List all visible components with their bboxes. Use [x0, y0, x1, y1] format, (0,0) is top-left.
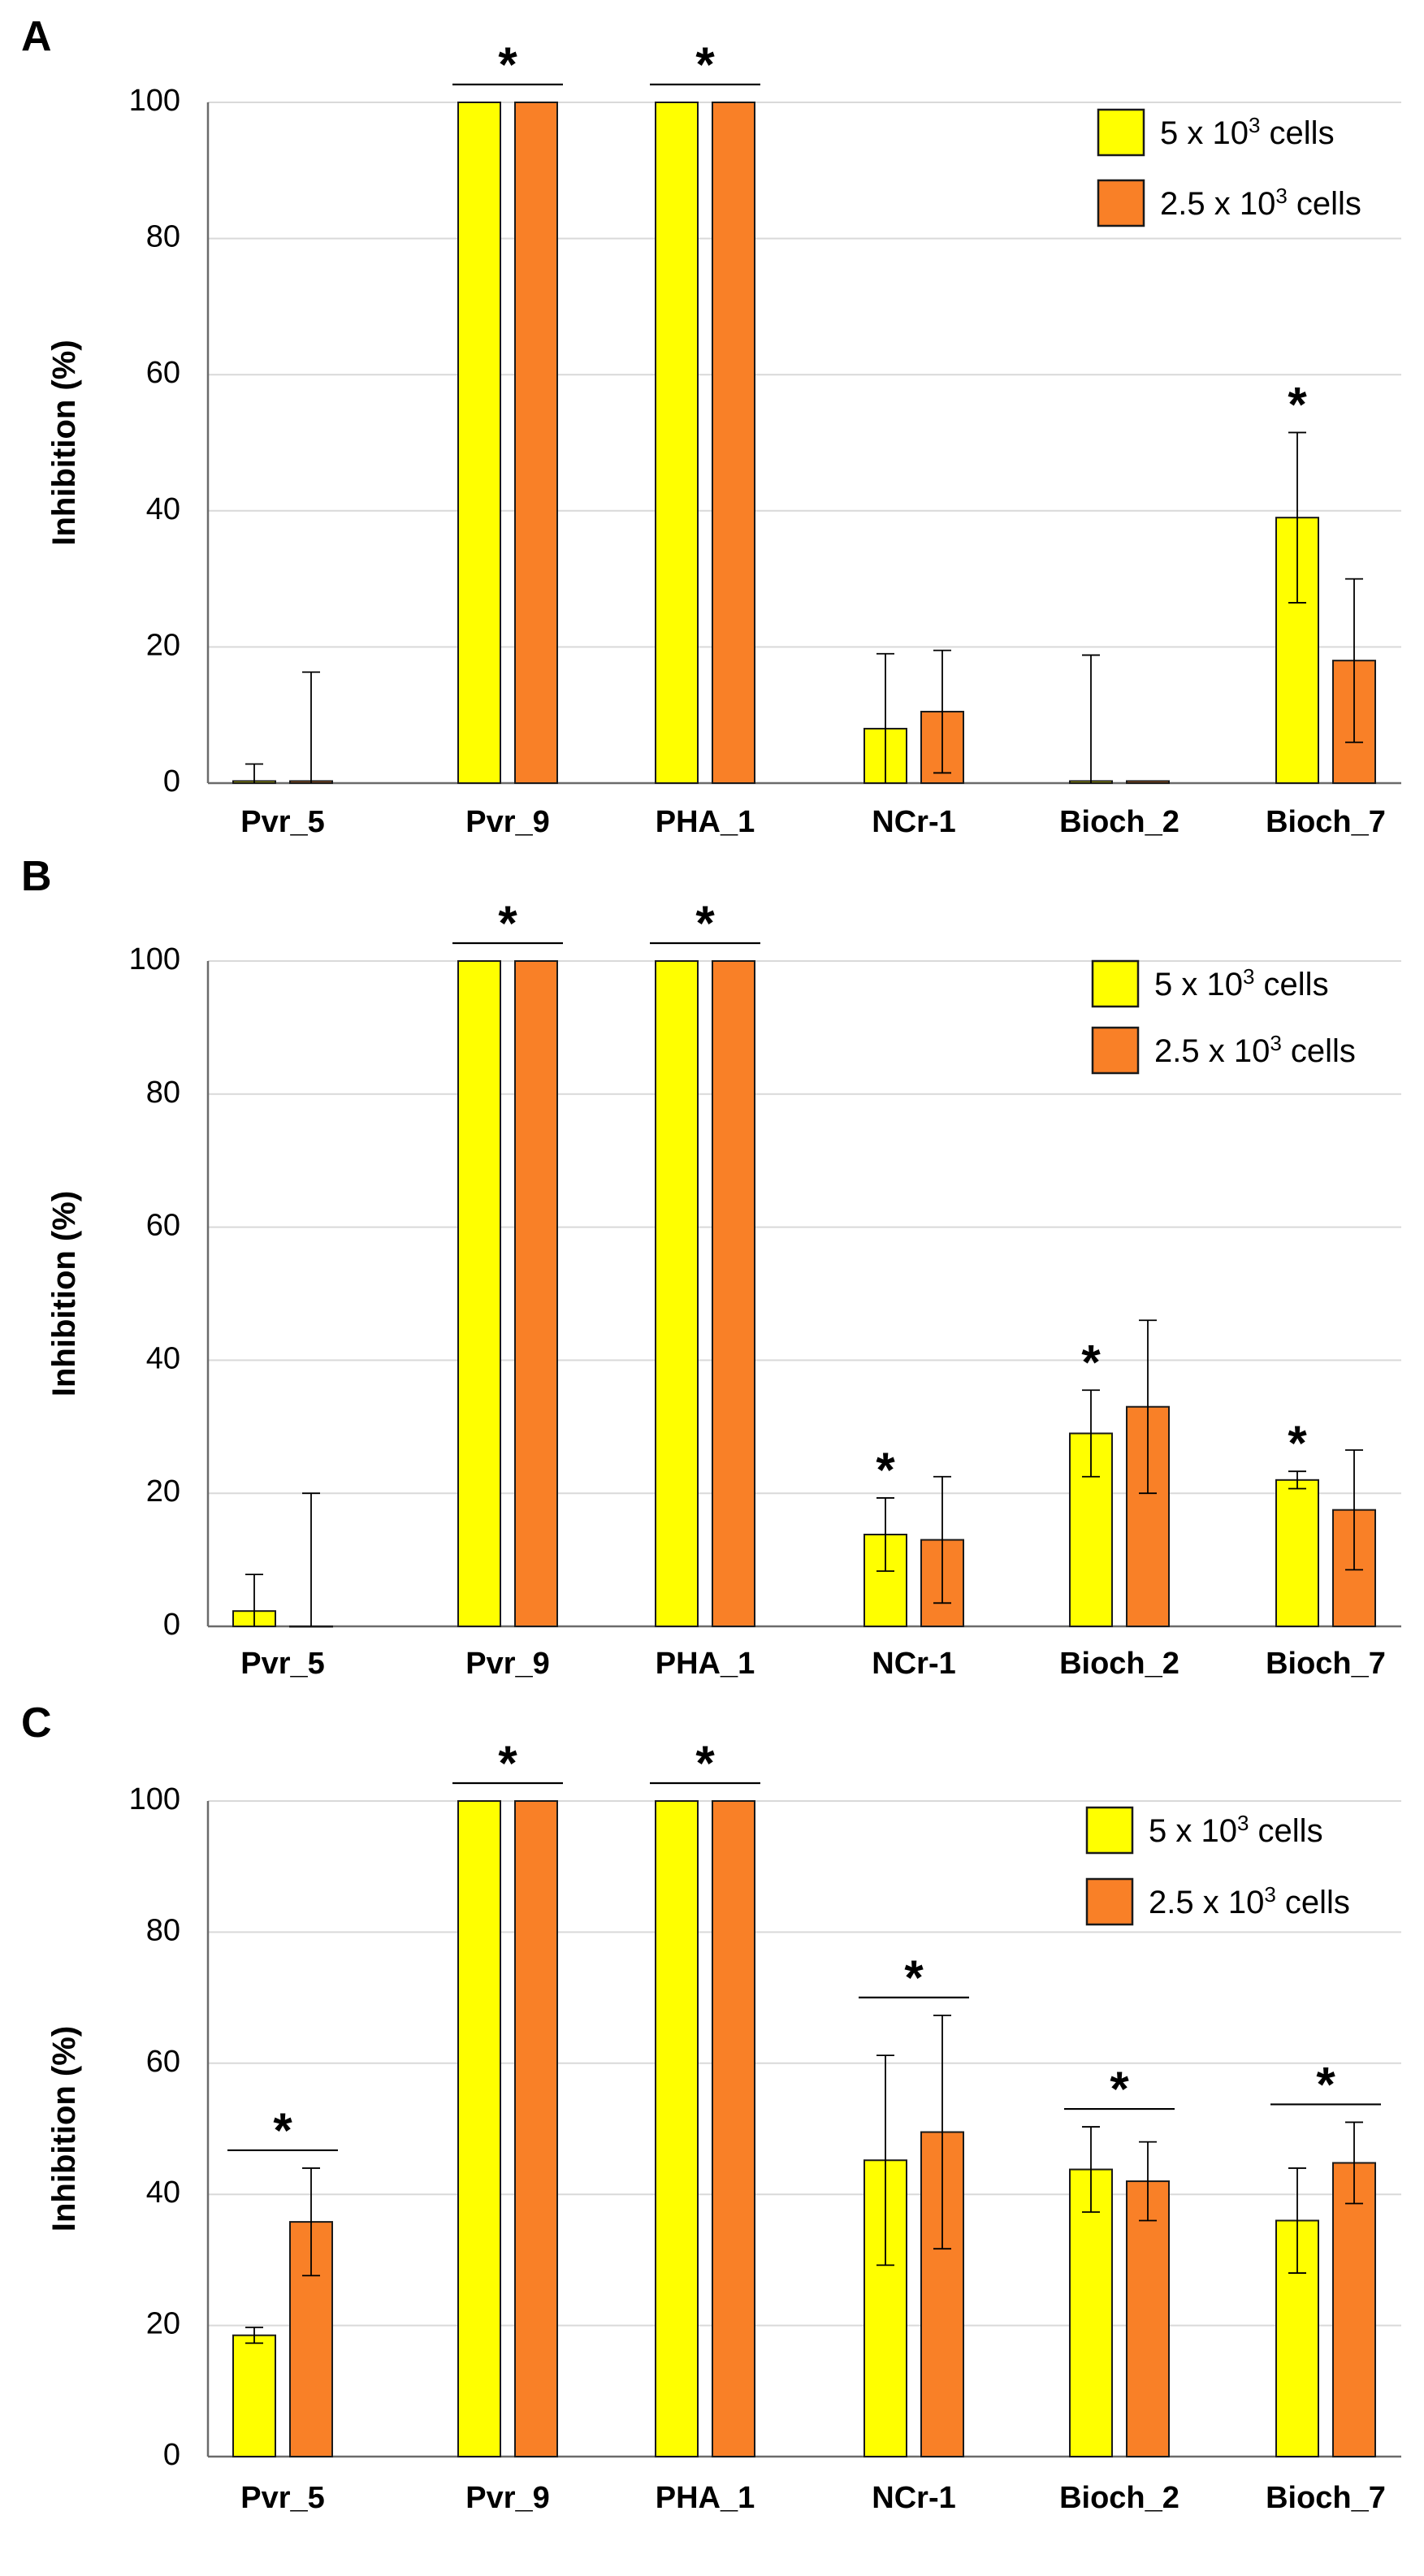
bar: [232, 2334, 276, 2458]
y-tick-label: 0: [163, 2438, 180, 2472]
x-tick-label: Bioch_7: [1266, 805, 1386, 839]
x-tick-label: Bioch_2: [1059, 1647, 1179, 1681]
legend-swatch: [1091, 1026, 1140, 1075]
legend-swatch: [1097, 179, 1145, 227]
y-tick-label: 80: [146, 1913, 180, 1947]
y-tick-label: 100: [129, 84, 180, 118]
legend: 5 x 103 cells 2.5 x 103 cells: [1085, 1806, 1350, 1926]
bar: [655, 1800, 699, 2457]
significance-star: *: [1288, 377, 1307, 431]
y-tick-label: 20: [146, 1474, 180, 1509]
y-tick-label: 0: [163, 764, 180, 799]
significance-star: *: [876, 1443, 895, 1497]
legend-label: 5 x 103 cells: [1160, 113, 1335, 151]
legend-label: 5 x 103 cells: [1149, 1811, 1323, 1849]
legend-label: 5 x 103 cells: [1154, 964, 1329, 1002]
x-tick-label: NCr-1: [872, 805, 955, 839]
legend: 5 x 103 cells 2.5 x 103 cells: [1097, 108, 1361, 227]
bar: [289, 1626, 333, 1628]
significance-star: *: [1316, 2057, 1335, 2111]
y-tick-label: 40: [146, 2176, 180, 2210]
x-tick-label: Pvr_5: [240, 805, 325, 839]
y-tick-label: 100: [129, 1782, 180, 1816]
bar: [514, 1800, 558, 2457]
significance-star: *: [904, 1950, 924, 2005]
x-tick-label: Pvr_9: [465, 1647, 550, 1681]
y-axis-label: Inhibition (%): [46, 1191, 82, 1396]
significance-star: *: [498, 37, 517, 92]
bar: [1332, 2162, 1376, 2458]
panel-letter: B: [21, 853, 52, 900]
bar: [712, 102, 755, 784]
significance-star: *: [498, 1736, 517, 1790]
legend-swatch: [1085, 1877, 1134, 1926]
y-tick-label: 40: [146, 492, 180, 526]
panel-letter: C: [21, 1699, 52, 1747]
significance-star: *: [273, 2103, 292, 2158]
bar: [1126, 780, 1170, 785]
bar: [655, 960, 699, 1627]
legend-swatch: [1091, 959, 1140, 1008]
legend-label: 2.5 x 103 cells: [1154, 1031, 1356, 1069]
significance-star: *: [1081, 1335, 1101, 1389]
y-tick-label: 80: [146, 220, 180, 254]
x-tick-label: Bioch_2: [1059, 805, 1179, 839]
bar: [712, 1800, 755, 2457]
chart-panel-a: A 0 20 40 60 80 100 Inhibition (%) Pvr_5 Pvr_9 PHA…: [21, 13, 1401, 839]
x-tick-label: Bioch_7: [1266, 1647, 1386, 1681]
x-tick-label: Bioch_2: [1059, 2481, 1179, 2515]
legend: 5 x 103 cells 2.5 x 103 cells: [1091, 959, 1356, 1075]
bar: [457, 102, 501, 784]
x-tick-label: PHA_1: [656, 2481, 755, 2515]
bar: [514, 960, 558, 1627]
significance-star: *: [695, 1736, 715, 1790]
y-tick-label: 60: [146, 2045, 180, 2079]
legend-label: 2.5 x 103 cells: [1160, 184, 1361, 222]
bar: [514, 102, 558, 784]
bar: [1275, 2219, 1319, 2457]
bar: [1126, 1405, 1170, 1627]
chart-panel-b: B 0 20 40 60 80 100 Inhibition (%) Pvr_5 Pvr_9 PHA…: [21, 853, 1401, 1681]
x-tick-label: Pvr_5: [240, 2481, 325, 2515]
legend-swatch: [1097, 108, 1145, 157]
x-tick-label: PHA_1: [656, 1647, 755, 1681]
x-tick-label: NCr-1: [872, 2481, 955, 2515]
x-tick-label: PHA_1: [656, 805, 755, 839]
significance-star: *: [498, 896, 517, 950]
bar: [1126, 2180, 1170, 2458]
y-axis-label: Inhibition (%): [46, 2026, 82, 2232]
significance-star: *: [1110, 2062, 1129, 2116]
significance-star: *: [695, 37, 715, 92]
bar: [1275, 1478, 1319, 1627]
x-tick-label: Pvr_5: [240, 1647, 325, 1681]
bar: [712, 960, 755, 1627]
y-tick-label: 40: [146, 1341, 180, 1375]
x-tick-label: Pvr_9: [465, 805, 550, 839]
y-axis-label: Inhibition (%): [46, 340, 82, 545]
chart-panel-c: C 0 20 40 60 80 100 Inhibition (%) Pvr_5 Pvr_9 PHA…: [21, 1699, 1401, 2515]
significance-star: *: [1288, 1416, 1307, 1470]
y-tick-label: 60: [146, 1209, 180, 1243]
bar: [457, 960, 501, 1627]
legend-swatch: [1085, 1806, 1134, 1855]
bar: [655, 102, 699, 784]
y-tick-label: 100: [129, 942, 180, 976]
x-tick-label: Bioch_7: [1266, 2481, 1386, 2515]
y-tick-label: 0: [163, 1608, 180, 1642]
y-tick-label: 60: [146, 356, 180, 390]
significance-star: *: [695, 896, 715, 950]
bar: [1069, 2168, 1113, 2457]
panel-letter: A: [21, 13, 52, 60]
legend-label: 2.5 x 103 cells: [1149, 1882, 1350, 1920]
bar: [457, 1800, 501, 2457]
x-tick-label: Pvr_9: [465, 2481, 550, 2515]
y-tick-label: 20: [146, 628, 180, 662]
y-tick-label: 80: [146, 1076, 180, 1110]
y-tick-label: 20: [146, 2307, 180, 2341]
x-tick-label: NCr-1: [872, 1647, 955, 1681]
